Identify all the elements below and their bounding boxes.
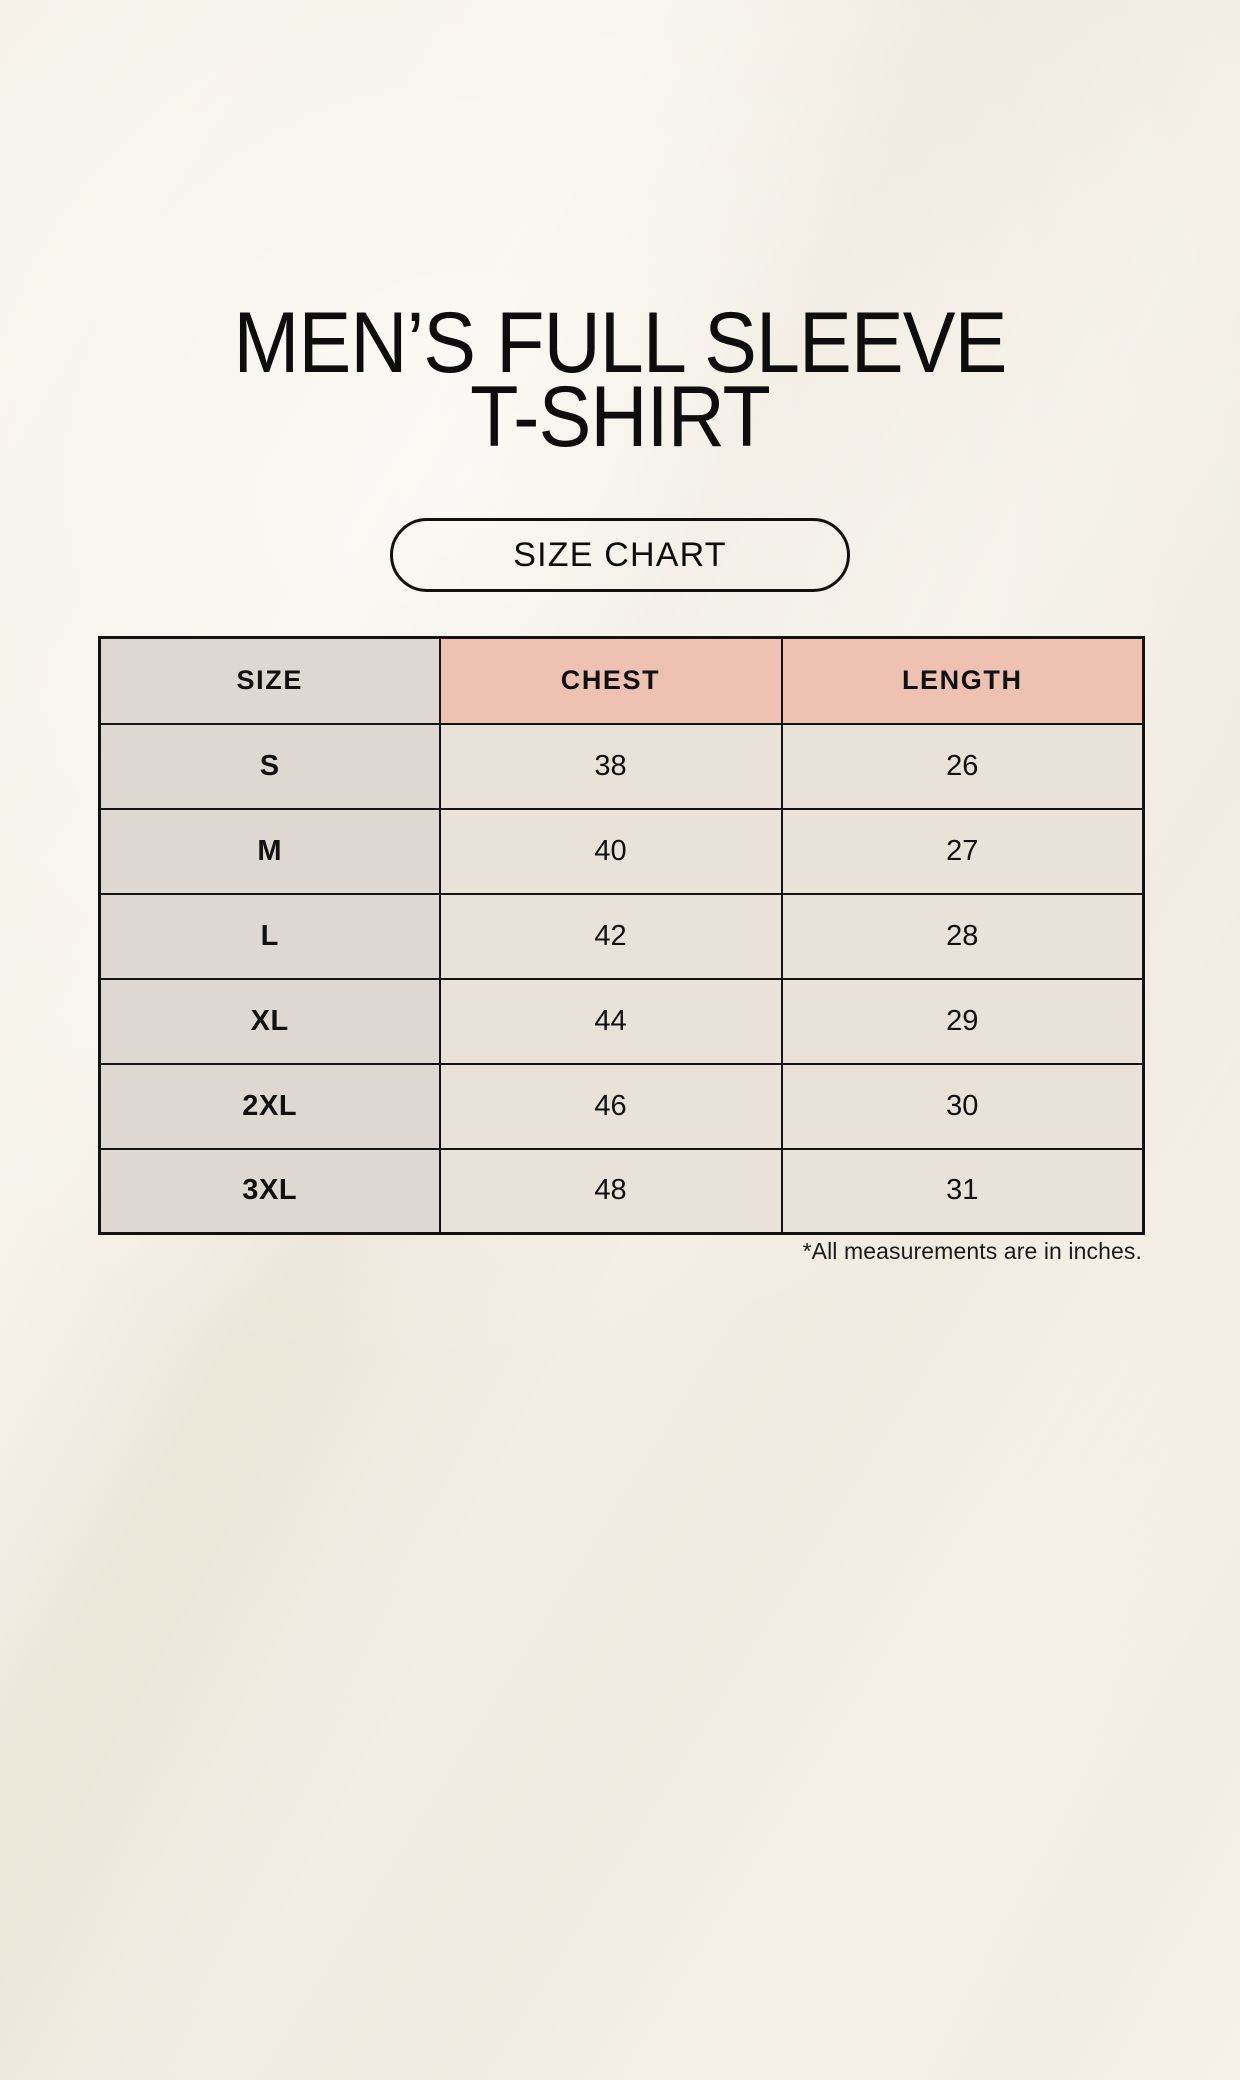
cell-size: 2XL xyxy=(98,1062,441,1150)
cell-size: 3XL xyxy=(98,1147,441,1235)
cell-chest: 42 xyxy=(438,892,783,980)
cell-length: 27 xyxy=(780,807,1145,895)
table-row: 3XL 48 31 xyxy=(98,1147,1145,1235)
page-title-line-2: T-SHIRT xyxy=(470,369,771,465)
table-row: 2XL 46 30 xyxy=(98,1062,1145,1150)
cell-length: 30 xyxy=(780,1062,1145,1150)
table-row: XL 44 29 xyxy=(98,977,1145,1065)
cell-length: 26 xyxy=(780,722,1145,810)
table-row: L 42 28 xyxy=(98,892,1145,980)
table-header-row: SIZE CHEST LENGTH xyxy=(98,636,1145,725)
column-header-length: LENGTH xyxy=(780,636,1145,725)
size-table-body: S 38 26 M 40 27 L 42 28 XL 44 29 xyxy=(98,722,1145,1235)
size-chart-badge-container: SIZE CHART xyxy=(0,518,1240,592)
cell-chest: 38 xyxy=(438,722,783,810)
column-header-size: SIZE xyxy=(98,636,441,725)
size-chart-badge: SIZE CHART xyxy=(390,518,850,592)
cell-chest: 44 xyxy=(438,977,783,1065)
size-table-head: SIZE CHEST LENGTH xyxy=(98,636,1145,725)
cell-size: M xyxy=(98,807,441,895)
table-row: S 38 26 xyxy=(98,722,1145,810)
cell-length: 29 xyxy=(780,977,1145,1065)
page-title: MEN’S FULL SLEEVE T-SHIRT xyxy=(50,300,1191,465)
cell-size: L xyxy=(98,892,441,980)
cell-chest: 40 xyxy=(438,807,783,895)
size-table-container: SIZE CHEST LENGTH S 38 26 M 40 27 L xyxy=(98,636,1145,1235)
size-chart-page: MEN’S FULL SLEEVE T-SHIRT SIZE CHART SIZ… xyxy=(0,300,1240,1264)
cell-size: S xyxy=(98,722,441,810)
column-header-chest: CHEST xyxy=(438,636,783,725)
cell-length: 28 xyxy=(780,892,1145,980)
cell-length: 31 xyxy=(780,1147,1145,1235)
cell-size: XL xyxy=(98,977,441,1065)
cell-chest: 48 xyxy=(438,1147,783,1235)
measurement-units-note: *All measurements are in inches. xyxy=(802,1238,1142,1264)
table-row: M 40 27 xyxy=(98,807,1145,895)
size-table: SIZE CHEST LENGTH S 38 26 M 40 27 L xyxy=(98,636,1145,1235)
cell-chest: 46 xyxy=(438,1062,783,1150)
